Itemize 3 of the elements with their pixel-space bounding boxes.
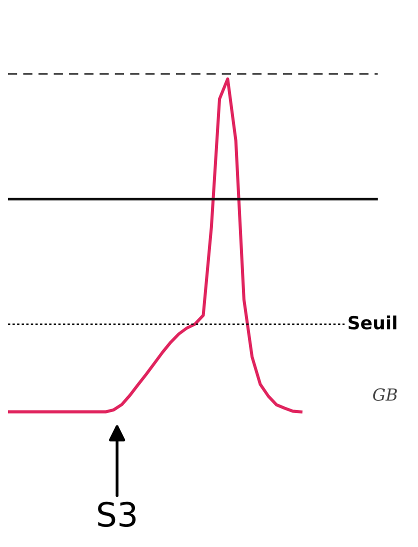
text: S3 <box>98 502 136 527</box>
ref-line-label: Seuil <box>348 316 396 330</box>
text: GB <box>373 388 397 401</box>
